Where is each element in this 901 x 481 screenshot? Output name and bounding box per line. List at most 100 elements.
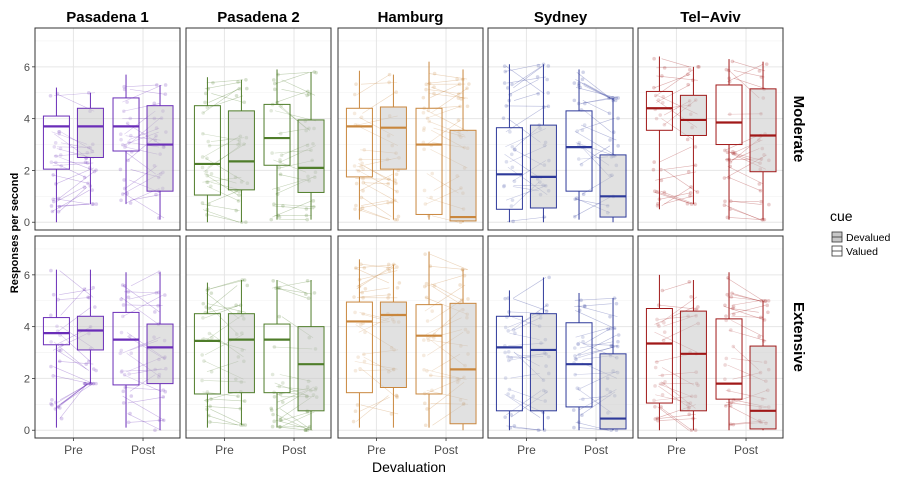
data-point	[307, 296, 311, 300]
panel-moderate-5	[638, 28, 783, 230]
data-point	[271, 425, 275, 429]
data-point	[162, 418, 166, 422]
box-devalued-post	[298, 327, 324, 411]
box-valued-pre	[496, 128, 522, 210]
box-devalued-pre	[77, 108, 103, 157]
participant-line	[357, 75, 389, 95]
data-point	[305, 214, 309, 218]
data-point	[583, 304, 587, 308]
data-point	[243, 423, 247, 427]
data-point	[56, 405, 60, 409]
data-point	[243, 100, 247, 104]
legend: cue Devalued Valued	[830, 208, 891, 258]
data-point	[93, 170, 97, 174]
legend-item-valued: Valued	[832, 246, 878, 258]
data-point	[235, 94, 239, 98]
y-tick-label: 6	[24, 62, 30, 74]
data-point	[91, 286, 95, 290]
data-point	[536, 75, 540, 79]
data-point	[86, 161, 90, 165]
data-point	[94, 369, 98, 373]
data-point	[158, 418, 162, 422]
data-point	[723, 303, 727, 307]
data-point	[687, 170, 691, 174]
participant-line	[506, 66, 544, 94]
participant-line	[732, 293, 761, 301]
data-point	[244, 220, 248, 224]
data-point	[271, 413, 275, 417]
box-valued-post	[416, 305, 442, 394]
participant-line	[211, 280, 241, 289]
data-point	[757, 335, 761, 339]
data-point	[387, 81, 391, 85]
data-point	[314, 71, 318, 75]
data-point	[388, 73, 392, 77]
data-point	[617, 333, 621, 337]
participant-line	[59, 298, 89, 300]
participant-line	[425, 276, 462, 287]
data-point	[661, 289, 665, 293]
participant-line	[205, 82, 242, 89]
participant-line	[513, 277, 545, 298]
data-point	[57, 210, 61, 214]
box-valued-post	[566, 111, 592, 191]
participant-line	[56, 186, 86, 202]
data-point	[362, 181, 366, 185]
data-point	[277, 166, 281, 170]
data-point	[545, 309, 549, 313]
participant-line	[731, 316, 763, 317]
data-point	[51, 173, 55, 177]
data-point	[354, 266, 358, 270]
x-tick-label-post: Post	[734, 443, 759, 457]
participant-line	[362, 209, 390, 220]
data-point	[455, 77, 459, 81]
box-valued-post	[716, 85, 742, 145]
data-point	[653, 417, 657, 421]
data-point	[573, 197, 577, 201]
data-point	[432, 92, 436, 96]
data-point	[93, 305, 97, 309]
box-valued-pre	[43, 318, 69, 345]
box-devalued-pre	[530, 314, 556, 411]
box-devalued-pre	[380, 107, 406, 169]
data-point	[121, 283, 125, 287]
data-point	[759, 200, 763, 204]
data-point	[502, 116, 506, 120]
box-valued-pre	[346, 108, 372, 177]
data-point	[690, 202, 694, 206]
data-point	[279, 173, 283, 177]
legend-label-devalued: Devalued	[846, 232, 891, 244]
participant-line	[57, 384, 93, 407]
data-point	[697, 65, 701, 69]
data-point	[731, 60, 735, 64]
data-point	[728, 80, 732, 84]
data-point	[276, 192, 280, 196]
data-point	[581, 70, 585, 74]
data-point	[164, 83, 168, 87]
box-valued-post	[113, 98, 139, 151]
data-point	[652, 168, 656, 172]
data-point	[156, 304, 160, 308]
data-point	[387, 177, 391, 181]
data-point	[686, 138, 690, 142]
facet-row-extensive: Extensive	[790, 302, 807, 372]
data-point	[60, 417, 64, 421]
participant-line	[664, 170, 697, 192]
data-point	[723, 176, 727, 180]
data-point	[759, 189, 763, 193]
legend-title: cue	[830, 208, 853, 224]
x-tick-label-post: Post	[282, 443, 307, 457]
participant-line	[356, 395, 388, 421]
data-point	[51, 374, 55, 378]
data-point	[86, 182, 90, 186]
data-point	[50, 204, 54, 208]
x-tick-label-post: Post	[131, 443, 156, 457]
data-point	[127, 421, 131, 425]
participant-line	[724, 306, 764, 319]
data-point	[578, 309, 582, 313]
participant-line	[663, 165, 696, 169]
data-point	[245, 87, 249, 91]
data-point	[83, 176, 87, 180]
